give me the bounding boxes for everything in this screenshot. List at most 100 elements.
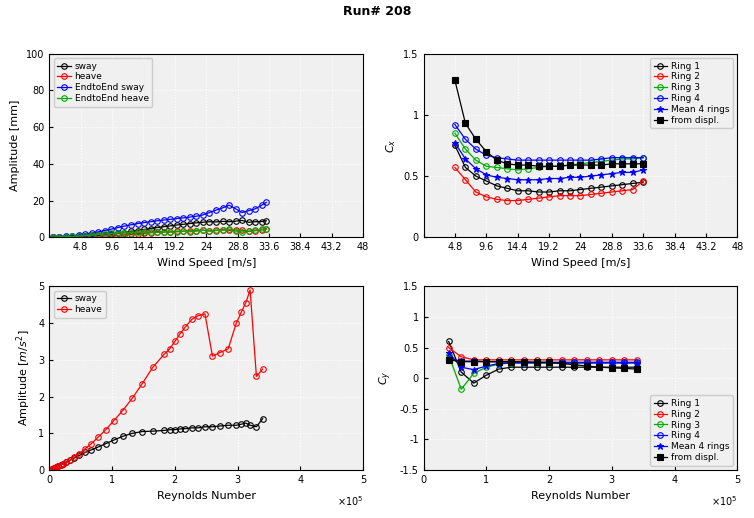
sway [48, 466, 57, 472]
Ring 3 [513, 167, 523, 173]
Line: from displ.: from displ. [446, 357, 639, 372]
sway [216, 423, 225, 429]
from displ. [587, 162, 596, 168]
Mean 4 rings [544, 176, 553, 182]
Ring 2 [595, 357, 604, 363]
Text: Run# 208: Run# 208 [343, 5, 411, 18]
Ring 1 [482, 178, 491, 184]
heave [237, 309, 246, 315]
from displ. [513, 162, 523, 168]
sway [133, 227, 142, 234]
heave [61, 234, 70, 240]
sway [146, 225, 155, 232]
from displ. [639, 161, 648, 167]
Ring 1 [520, 364, 529, 370]
heave [101, 427, 110, 433]
sway [225, 219, 234, 225]
Mean 4 rings [482, 363, 491, 369]
EndtoEnd sway [133, 221, 142, 227]
sway [224, 422, 233, 428]
from displ. [633, 366, 642, 372]
Ring 4 [482, 152, 491, 159]
Ring 3 [495, 361, 504, 367]
Ring 1 [557, 364, 566, 370]
Ring 3 [633, 360, 642, 366]
heave [127, 231, 136, 237]
Mean 4 rings [450, 140, 459, 146]
heave [120, 232, 129, 238]
Ring 3 [618, 156, 627, 162]
Mean 4 rings [633, 360, 642, 366]
heave [56, 462, 65, 468]
Legend: Ring 1, Ring 2, Ring 3, Ring 4, Mean 4 rings, from displ.: Ring 1, Ring 2, Ring 3, Ring 4, Mean 4 r… [650, 395, 733, 466]
Ring 4 [587, 157, 596, 163]
Ring 2 [482, 194, 491, 200]
EndtoEnd heave [54, 234, 63, 240]
EndtoEnd heave [127, 229, 136, 236]
Ring 1 [544, 189, 553, 195]
Ring 2 [507, 357, 516, 363]
EndtoEnd heave [120, 229, 129, 236]
Line: Ring 1: Ring 1 [446, 339, 639, 386]
Ring 2 [450, 164, 459, 170]
Line: sway: sway [50, 218, 269, 240]
sway [127, 228, 136, 235]
from displ. [618, 161, 627, 167]
EndtoEnd sway [244, 208, 253, 214]
heave [139, 230, 149, 236]
heave [181, 324, 190, 330]
Ring 4 [628, 154, 637, 161]
EndtoEnd sway [166, 216, 175, 222]
from displ. [595, 364, 604, 370]
Mean 4 rings [557, 360, 566, 366]
heave [70, 454, 79, 461]
sway [241, 420, 250, 426]
X-axis label: Reynolds Number: Reynolds Number [531, 491, 630, 500]
Ring 4 [544, 359, 553, 365]
Ring 2 [570, 357, 579, 363]
from displ. [557, 361, 566, 367]
Ring 1 [444, 338, 453, 344]
Ring 2 [503, 197, 512, 204]
Ring 4 [457, 358, 466, 364]
sway [74, 233, 83, 239]
Mean 4 rings [544, 360, 553, 366]
Ring 1 [532, 364, 541, 370]
EndtoEnd sway [61, 233, 70, 239]
Ring 2 [639, 178, 648, 184]
heave [241, 300, 250, 306]
Ring 3 [507, 360, 516, 366]
Ring 2 [544, 357, 553, 363]
Mean 4 rings [520, 360, 529, 366]
heave [149, 364, 158, 370]
Ring 4 [597, 156, 606, 162]
heave [187, 316, 196, 323]
Ring 1 [607, 183, 616, 189]
sway [181, 425, 190, 431]
sway [54, 234, 63, 240]
Ring 2 [492, 196, 501, 203]
Ring 4 [633, 359, 642, 365]
from displ. [607, 365, 616, 371]
from displ. [450, 77, 459, 83]
EndtoEnd heave [93, 232, 103, 238]
Ring 3 [544, 360, 553, 366]
Mean 4 rings [607, 170, 616, 177]
Ring 3 [520, 360, 529, 366]
sway [75, 452, 84, 458]
Mean 4 rings [507, 360, 516, 366]
heave [231, 227, 240, 233]
Ring 2 [513, 197, 523, 204]
Line: Ring 1: Ring 1 [452, 142, 646, 195]
Ring 2 [555, 193, 564, 199]
Text: $\times 10^5$: $\times 10^5$ [711, 494, 737, 508]
Mean 4 rings [457, 364, 466, 370]
Ring 2 [597, 190, 606, 196]
heave [81, 445, 90, 452]
from displ. [544, 359, 553, 365]
Ring 4 [469, 358, 478, 364]
heave [185, 228, 195, 234]
sway [70, 455, 79, 461]
sway [211, 219, 220, 225]
from displ. [607, 161, 616, 167]
